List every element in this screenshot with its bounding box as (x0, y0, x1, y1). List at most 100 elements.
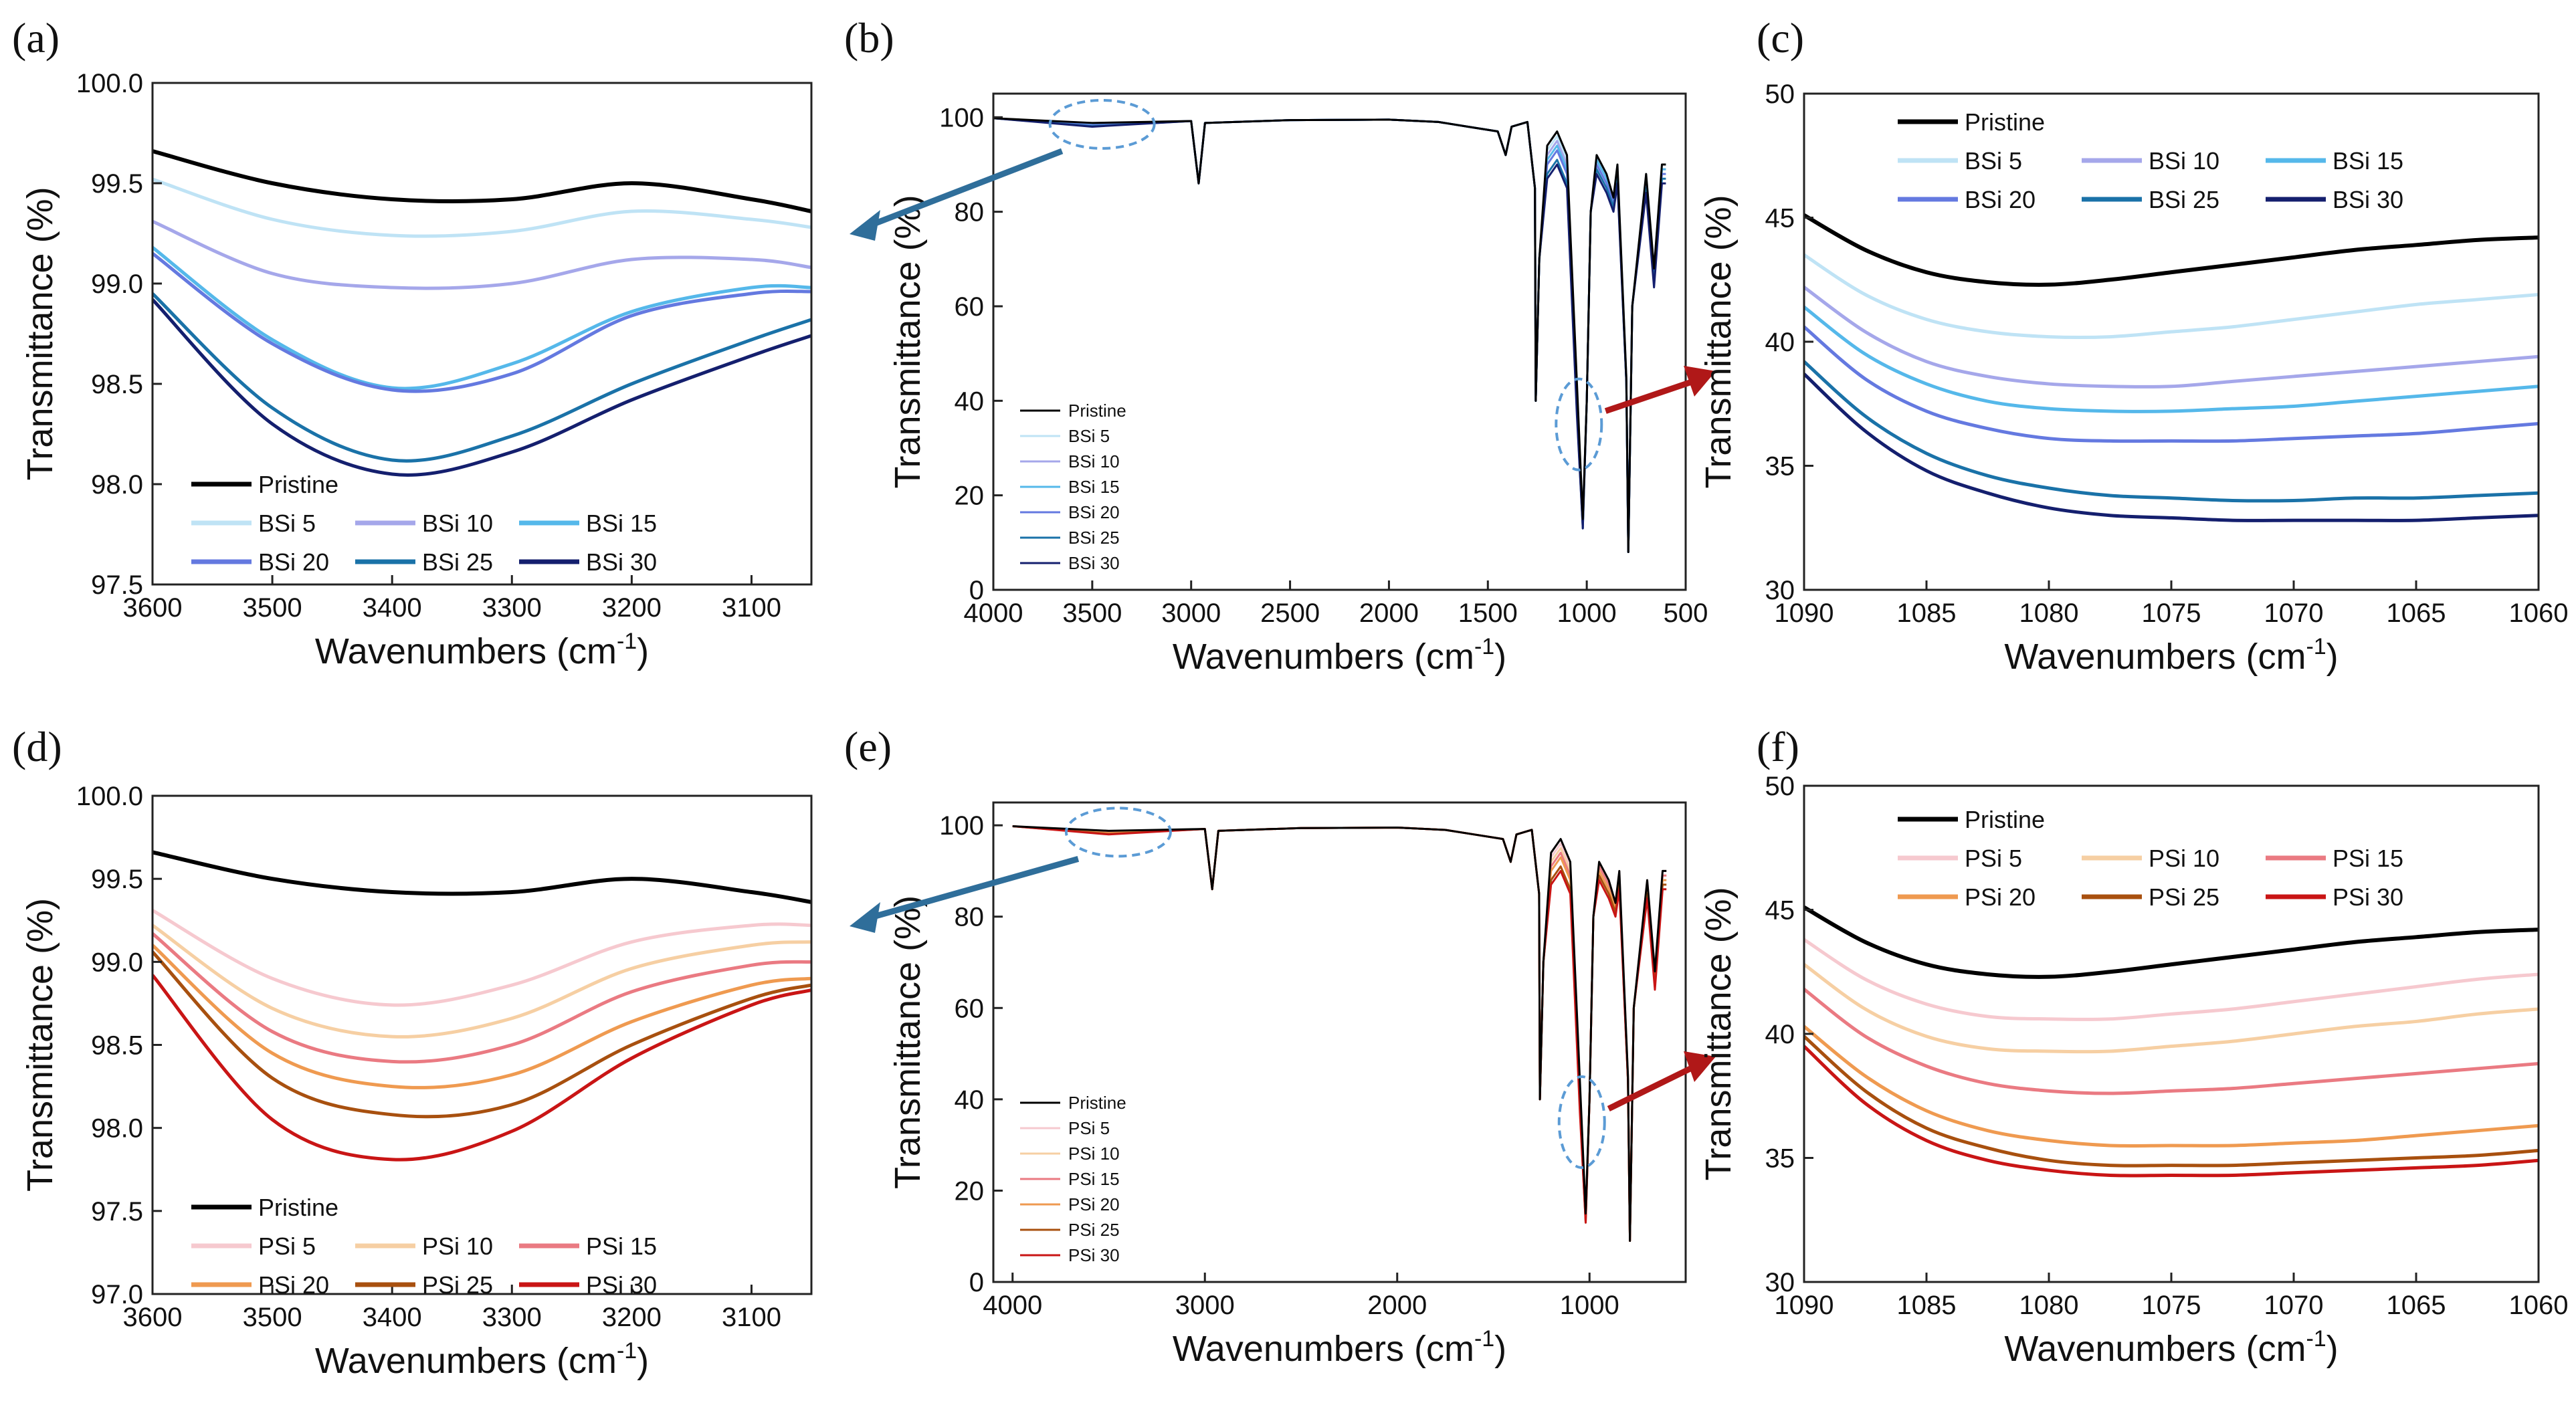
x-tick-label: 3000 (1175, 1291, 1235, 1320)
y-tick-label: 99.0 (91, 270, 143, 299)
x-tick-label: 2500 (1260, 599, 1320, 628)
series-line-pristine (993, 117, 1666, 553)
y-tick-label: 40 (955, 1085, 985, 1115)
series-line-bsi-25 (153, 292, 811, 463)
legend-entry: BSi 15 (586, 510, 657, 537)
legend-entry: PSi 20 (1965, 883, 2036, 911)
y-axis-label: Transmittance (%) (20, 187, 60, 480)
y-tick-label: 100 (939, 103, 984, 132)
x-tick-label: 1060 (2509, 1291, 2569, 1320)
arrow-head-left (850, 902, 880, 933)
x-tick-label: 1090 (1775, 1291, 1834, 1320)
legend-entry: BSi 25 (2149, 186, 2219, 213)
series-line-psi-25 (153, 950, 811, 1119)
x-tick-label: 1000 (1557, 599, 1617, 628)
x-tick-label: 3500 (243, 593, 302, 623)
y-tick-label: 45 (1765, 896, 1795, 926)
x-axis: 1090 1085 1080 1075 1070 1065 1060 (1775, 580, 2569, 628)
legend: Pristine BSi 5 BSi 10 BSi 15 BSi 20 BSi 25 BSi… (191, 471, 657, 576)
zoom-circle-sio-region (1557, 1075, 1606, 1169)
series-group (993, 117, 1666, 553)
series-line-psi-20 (153, 944, 811, 1089)
x-axis: 4000 3500 3000 2500 2000 1500 1000 500 (964, 580, 1708, 628)
series-line-psi-30 (153, 974, 811, 1162)
series-line-bsi-30 (1804, 372, 2539, 522)
legend-entry: PSi 5 (1068, 1118, 1110, 1138)
y-tick-label: 98.5 (91, 370, 143, 399)
series-line-pristine (1804, 905, 2539, 979)
legend-entry: BSi 30 (1068, 553, 1120, 573)
series-line-psi-5 (1804, 938, 2539, 1021)
y-tick-label: 0 (969, 1268, 984, 1297)
legend-entry: Pristine (1965, 108, 2045, 136)
series-line-psi-15 (1804, 988, 2539, 1095)
x-tick-label: 1060 (2509, 599, 2569, 628)
x-tick-label: 1080 (2019, 599, 2079, 628)
panel-f: (f) 1090 1085 1080 1075 1070 1065 1060 30 35 40 45 5… (1698, 723, 2568, 1369)
x-axis-label: Wavenumbers (cm-1) (315, 1338, 649, 1381)
x-tick-label: 3200 (602, 593, 662, 623)
legend-entry: BSi 25 (1068, 528, 1120, 548)
panel-label: (f) (1757, 723, 1799, 770)
series-line-pristine (153, 149, 811, 213)
legend-entry: BSi 10 (1068, 451, 1120, 471)
series-group (1804, 905, 2539, 1178)
x-tick-label: 3100 (722, 1303, 781, 1332)
series-line-psi-10 (153, 924, 811, 1039)
series-line-psi-30 (1804, 1045, 2539, 1178)
legend-entry: BSi 20 (1068, 502, 1120, 522)
y-tick-label: 30 (1765, 1268, 1795, 1297)
series-line-bsi-10 (153, 219, 811, 290)
x-tick-label: 3600 (123, 593, 183, 623)
legend-entry: PSi 25 (2149, 883, 2219, 911)
x-tick-label: 1075 (2142, 599, 2201, 628)
y-tick-label: 50 (1765, 80, 1795, 109)
y-tick-label: 97.5 (91, 570, 143, 600)
legend-entry: PSi 5 (1965, 845, 2022, 872)
x-axis: 3600 3500 3400 3300 3200 3100 (123, 575, 781, 623)
legend: Pristine PSi 5 PSi 10 PSi 15 PSi 20 PSi 25 PSi… (1020, 1093, 1126, 1265)
legend-entry: Pristine (1068, 401, 1126, 421)
x-tick-label: 4000 (983, 1291, 1042, 1320)
y-axis-label: Transmittance (%) (1698, 195, 1739, 488)
arrow-to-left-panel (867, 856, 1080, 922)
y-axis-label: Transmittance (%) (1698, 887, 1739, 1180)
x-tick-label: 1070 (2264, 599, 2324, 628)
y-axis-label: Transmittance (%) (20, 898, 60, 1192)
y-tick-label: 40 (1765, 1020, 1795, 1049)
series-line-bsi-10 (1804, 286, 2539, 389)
x-tick-label: 2000 (1367, 1291, 1427, 1320)
x-tick-label: 1000 (1560, 1291, 1619, 1320)
y-tick-label: 30 (1765, 576, 1795, 605)
legend-entry: BSi 15 (1068, 477, 1120, 497)
y-tick-label: 60 (955, 994, 985, 1023)
y-axis: 0 20 40 60 80 100 (939, 811, 1003, 1297)
legend-entry: PSi 30 (586, 1271, 657, 1299)
arrow-head-right (1684, 366, 1716, 397)
plot-frame (151, 82, 813, 586)
series-line-bsi-5 (153, 177, 811, 238)
y-axis: 30 35 40 45 50 (1765, 772, 1813, 1297)
x-tick-label: 3400 (363, 1303, 422, 1332)
series-group (153, 149, 811, 477)
x-tick-label: 3400 (363, 593, 422, 623)
series-line-bsi-15 (153, 246, 811, 391)
x-tick-label: 1085 (1897, 599, 1957, 628)
x-axis-label: Wavenumbers (cm-1) (315, 629, 649, 671)
plot-frame (992, 92, 1687, 591)
legend-entry: PSi 15 (586, 1232, 657, 1260)
panel-label: (b) (844, 14, 894, 62)
series-line-psi-10 (1804, 963, 2539, 1054)
legend-entry: BSi 25 (422, 548, 493, 576)
legend-entry: PSi 5 (258, 1232, 316, 1260)
series-line-psi-5 (153, 909, 811, 1007)
legend-entry: PSi 10 (1068, 1144, 1120, 1164)
x-tick-label: 1075 (2142, 1291, 2201, 1320)
legend-entry: BSi 10 (422, 510, 493, 537)
panel-label: (d) (12, 723, 62, 770)
y-tick-label: 20 (955, 481, 985, 511)
panel-c: (c) 1090 1085 1080 1075 1070 1065 1060 30 35 40 45 5… (1698, 14, 2568, 677)
zoom-circle-sio-region (1555, 377, 1603, 471)
x-tick-label: 1500 (1458, 599, 1518, 628)
